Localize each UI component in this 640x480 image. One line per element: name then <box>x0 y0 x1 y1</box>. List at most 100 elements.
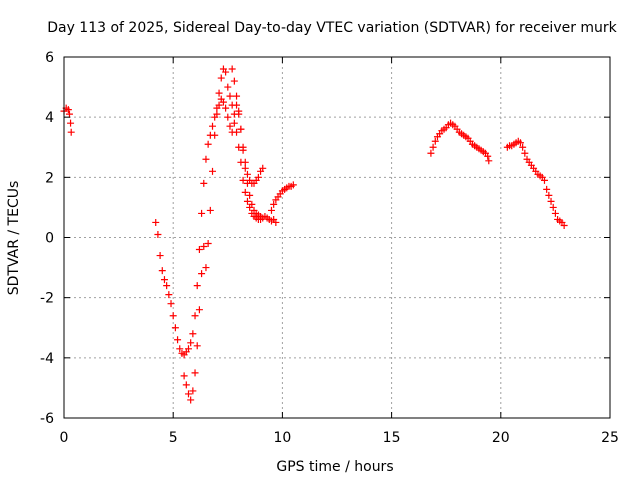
data-point <box>204 140 212 148</box>
data-point <box>519 143 527 151</box>
data-point <box>209 167 217 175</box>
data-point <box>204 240 212 248</box>
data-point <box>257 212 265 220</box>
y-tick-label: 4 <box>45 110 54 126</box>
data-point <box>547 197 555 205</box>
data-point <box>187 396 195 404</box>
data-point <box>209 122 217 130</box>
data-point <box>230 119 238 127</box>
data-point <box>241 188 249 196</box>
data-point <box>549 203 557 211</box>
data-point <box>152 218 160 226</box>
data-point <box>239 146 247 154</box>
data-point <box>228 65 236 73</box>
data-point <box>226 92 234 100</box>
data-point <box>67 119 75 127</box>
data-point <box>226 122 234 130</box>
data-point <box>215 101 223 109</box>
y-tick-label: -4 <box>40 351 54 367</box>
data-point <box>243 170 251 178</box>
data-point <box>272 218 280 226</box>
data-point <box>180 372 188 380</box>
data-point <box>193 282 201 290</box>
data-point <box>224 83 232 91</box>
data-point <box>551 209 559 217</box>
data-point <box>193 342 201 350</box>
data-point <box>222 104 230 112</box>
data-point <box>521 149 529 157</box>
data-point <box>270 200 278 208</box>
data-point <box>230 77 238 85</box>
data-point <box>289 181 297 189</box>
data-point <box>187 339 195 347</box>
data-point <box>248 200 256 208</box>
data-point <box>198 209 206 217</box>
data-point <box>198 270 206 278</box>
data-point <box>233 101 241 109</box>
data-point <box>427 149 435 157</box>
data-point <box>239 176 247 184</box>
data-point <box>224 113 232 121</box>
data-point <box>184 390 192 398</box>
grid-lines <box>64 57 610 418</box>
data-point <box>211 131 219 139</box>
data-point <box>202 264 210 272</box>
data-point <box>200 243 208 251</box>
y-tick-label: 0 <box>45 231 54 247</box>
data-point <box>213 110 221 118</box>
data-point <box>243 179 251 187</box>
data-point <box>217 74 225 82</box>
data-point <box>65 110 73 118</box>
data-point <box>233 92 241 100</box>
data-point <box>267 206 275 214</box>
data-point <box>171 324 179 332</box>
data-point <box>156 252 164 260</box>
x-tick-label: 25 <box>601 430 619 446</box>
y-axis-label: SDTVAR / TECUs <box>6 181 22 296</box>
data-point <box>228 128 236 136</box>
data-point <box>206 206 214 214</box>
data-point <box>195 246 203 254</box>
data-point <box>246 191 254 199</box>
data-point <box>235 107 243 115</box>
data-points <box>60 65 568 404</box>
data-point <box>158 267 166 275</box>
x-tick-label: 5 <box>169 430 178 446</box>
data-point <box>259 164 267 172</box>
x-axis-label: GPS time / hours <box>276 459 393 475</box>
data-point <box>191 312 199 320</box>
data-point <box>154 230 162 238</box>
data-point <box>560 221 568 229</box>
data-point <box>163 282 171 290</box>
data-point <box>485 157 493 165</box>
data-point <box>67 128 75 136</box>
data-point <box>160 276 168 284</box>
data-point <box>243 197 251 205</box>
chart-title: Day 113 of 2025, Sidereal Day-to-day VTE… <box>47 20 617 36</box>
data-point <box>219 98 227 106</box>
data-point <box>516 139 524 147</box>
data-point <box>165 291 173 299</box>
data-point <box>189 387 197 395</box>
data-point <box>543 185 551 193</box>
y-tick-label: -2 <box>40 291 54 307</box>
data-point <box>195 306 203 314</box>
data-point <box>241 158 249 166</box>
data-point <box>540 176 548 184</box>
data-point <box>431 137 439 145</box>
data-point <box>169 312 177 320</box>
data-point <box>222 68 230 76</box>
y-tick-label: -6 <box>40 411 54 427</box>
data-point <box>176 345 184 353</box>
data-point <box>215 89 223 97</box>
x-tick-label: 15 <box>383 430 401 446</box>
data-point <box>429 143 437 151</box>
x-tick-label: 0 <box>60 430 69 446</box>
y-tick-label: 6 <box>45 50 54 66</box>
data-point <box>191 369 199 377</box>
data-point <box>254 173 262 181</box>
data-point <box>64 106 72 114</box>
data-point <box>200 179 208 187</box>
axis-ticks: 0 5 10 15 20 25 -6 -4 -2 0 2 4 6 <box>40 50 619 446</box>
